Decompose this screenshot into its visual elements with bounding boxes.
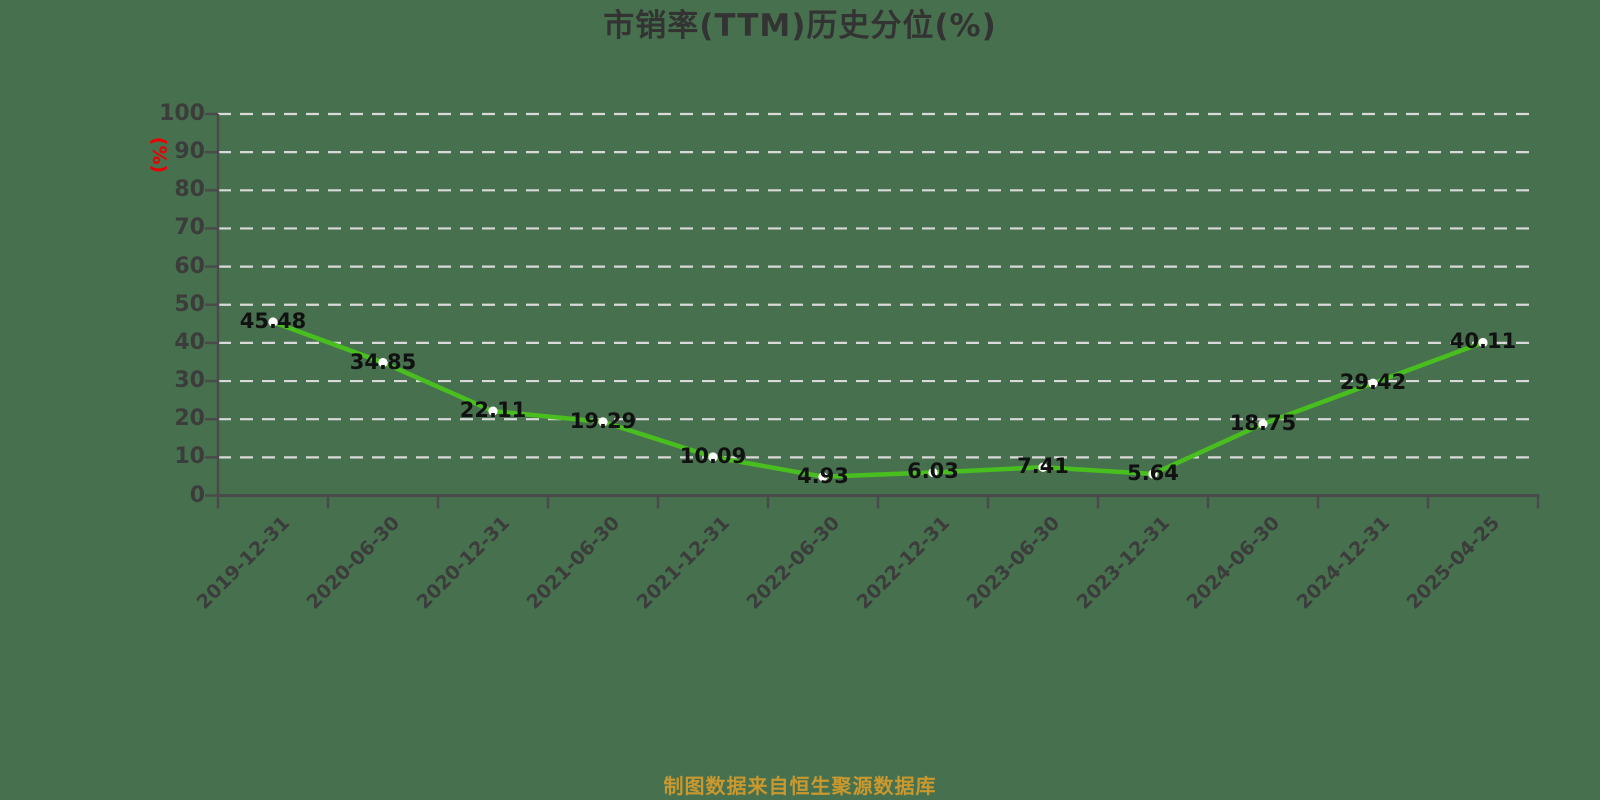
data-point-marker bbox=[708, 452, 718, 462]
data-point-marker bbox=[818, 472, 828, 482]
y-tick-label: 10 bbox=[174, 444, 205, 470]
y-tick-label: 40 bbox=[174, 329, 205, 355]
y-tick-label: 100 bbox=[159, 101, 205, 126]
chart-title: 市销率(TTM)历史分位(%) bbox=[603, 8, 997, 44]
data-point-label: 19.29 bbox=[569, 408, 637, 433]
series-line bbox=[270, 319, 1486, 479]
y-tick-label: 20 bbox=[174, 406, 205, 432]
data-point-label: 5.64 bbox=[1127, 460, 1179, 485]
data-point-marker bbox=[1368, 378, 1378, 388]
data-point-marker bbox=[1258, 419, 1268, 429]
data-point-label: 40.11 bbox=[1449, 329, 1517, 354]
y-tick-label: 50 bbox=[174, 291, 205, 317]
data-point-label: 10.09 bbox=[679, 444, 747, 468]
data-point-marker bbox=[928, 467, 938, 478]
data-point-label: 6.03 bbox=[907, 459, 959, 484]
data-point-label: 29.42 bbox=[1339, 370, 1407, 395]
data-source-note: 制图数据来自恒生聚源数据库 bbox=[663, 774, 937, 798]
data-point-label: 34.85 bbox=[349, 349, 417, 374]
data-point-marker bbox=[1478, 337, 1488, 348]
data-point-marker bbox=[598, 417, 608, 427]
data-point-label: 7.41 bbox=[1017, 454, 1069, 479]
y-tick-label: 70 bbox=[174, 215, 205, 241]
data-point-label: 22.11 bbox=[459, 398, 527, 423]
data-point-label: 18.75 bbox=[1229, 410, 1297, 435]
data-point-marker bbox=[1038, 462, 1048, 472]
y-tick-label: 0 bbox=[189, 482, 205, 508]
y-tick-label: 80 bbox=[174, 177, 205, 203]
data-point-marker bbox=[378, 357, 388, 368]
data-point-marker bbox=[488, 406, 498, 416]
data-point-marker bbox=[1148, 469, 1158, 479]
y-tick-label: 90 bbox=[174, 139, 205, 165]
y-tick-label: 30 bbox=[174, 368, 205, 394]
data-point-label: 4.93 bbox=[797, 463, 849, 488]
y-tick-label: 60 bbox=[174, 253, 205, 279]
data-point-label: 45.48 bbox=[239, 308, 307, 333]
data-point-marker bbox=[268, 317, 278, 327]
